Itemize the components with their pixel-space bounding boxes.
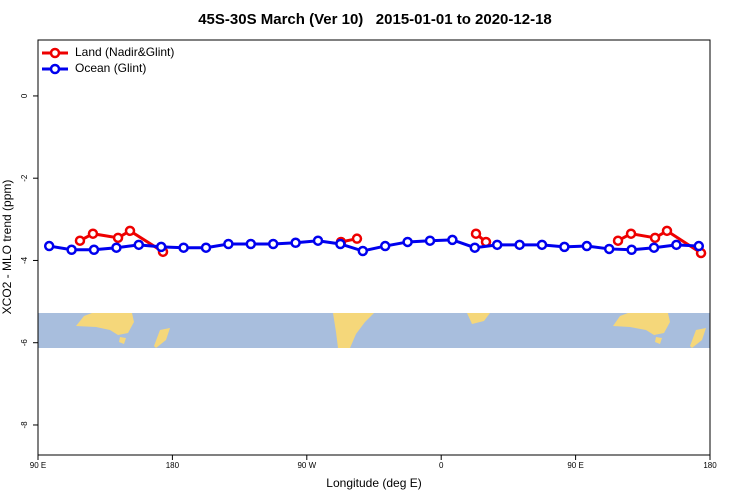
plot-frame	[37, 39, 711, 456]
data-point	[66, 244, 77, 256]
data-point	[469, 242, 481, 253]
y-tick-label: -4	[20, 256, 29, 264]
data-point	[470, 228, 482, 239]
data-point	[514, 239, 525, 251]
data-point	[112, 232, 124, 244]
data-point	[402, 236, 413, 248]
data-point	[536, 239, 548, 251]
y-tick-label: -6	[20, 339, 29, 347]
land-map	[655, 337, 662, 344]
data-point	[379, 240, 391, 252]
data-point	[200, 242, 212, 253]
land-map	[76, 313, 134, 335]
y-tick-label: 0	[20, 93, 29, 98]
data-point	[661, 225, 673, 237]
land-map	[690, 328, 706, 348]
data-point	[74, 235, 86, 246]
data-point	[245, 238, 257, 250]
data-point	[626, 244, 637, 256]
land-map	[119, 337, 126, 344]
y-axis-label: XCO2 - MLO trend (ppm)	[0, 180, 14, 315]
land-map	[333, 313, 374, 348]
x-axis-label: Longitude (deg E)	[326, 476, 421, 490]
data-point	[88, 244, 100, 256]
y-tick-label: -8	[20, 421, 29, 429]
x-tick-label: 90 E	[567, 461, 583, 470]
data-point	[124, 225, 136, 237]
data-point	[290, 237, 301, 249]
data-point	[693, 240, 705, 252]
data-point	[491, 239, 503, 251]
data-point	[43, 240, 55, 252]
x-tick-label: 180	[166, 461, 180, 470]
data-point	[603, 243, 615, 255]
chart-title: 45S-30S March (Ver 10) 2015-01-01 to 202…	[198, 11, 552, 28]
x-tick-label: 180	[703, 461, 717, 470]
x-tick-label: 90 E	[30, 461, 46, 470]
data-point	[648, 242, 660, 253]
land-map	[613, 313, 670, 335]
x-tick-label: 0	[439, 461, 444, 470]
data-point	[625, 228, 637, 239]
data-point	[559, 241, 570, 253]
data-point	[312, 235, 324, 246]
legend-marker	[49, 63, 61, 75]
data-point	[424, 235, 436, 246]
y-tick-label: -2	[20, 174, 29, 182]
data-point	[178, 242, 189, 253]
data-point	[447, 234, 458, 246]
data-point	[335, 238, 346, 250]
land-map	[467, 313, 490, 324]
data-point	[155, 241, 167, 253]
map-band	[38, 313, 710, 348]
legend-label: Ocean (Glint)	[75, 61, 146, 75]
land-map	[154, 328, 170, 348]
data-point	[267, 238, 279, 250]
data-point	[612, 235, 624, 246]
legend: Land (Nadir&Glint) Ocean (Glint)	[42, 45, 174, 75]
ocean-map	[38, 313, 710, 348]
data-point	[649, 232, 661, 244]
data-point	[351, 233, 363, 244]
x-tick-label: 90 W	[297, 461, 316, 470]
data-point	[87, 228, 99, 239]
data-point	[223, 238, 234, 250]
data-point	[671, 239, 682, 251]
data-point	[581, 240, 593, 252]
data-point	[357, 245, 369, 257]
data-point	[111, 242, 122, 253]
legend-label: Land (Nadir&Glint)	[75, 45, 174, 59]
data-point	[133, 239, 145, 251]
legend-marker	[49, 47, 61, 59]
